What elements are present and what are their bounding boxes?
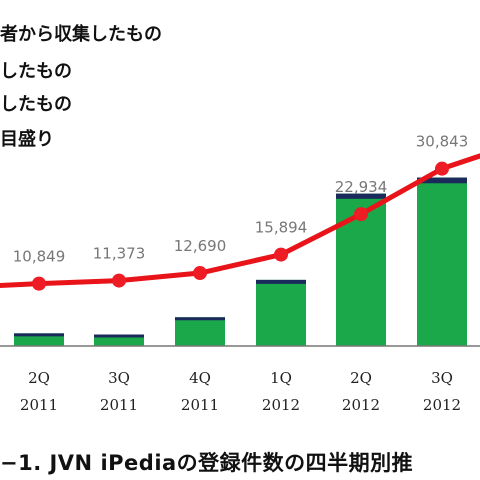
line-marker-2 [112,273,126,288]
data-label-5: 22,934 [335,178,388,196]
legend-item-3: したもの [0,94,72,115]
tick-label-quarter-1: 2Q [28,369,50,387]
bar-top-2 [94,334,144,338]
line-marker-1 [32,276,46,291]
tick-label-year-6: 2012 [423,396,461,414]
bar-1 [14,333,64,346]
legend: 者から収集したもの したもの したもの 目盛り [0,23,162,150]
tick-label-quarter-4: 1Q [270,369,292,387]
plot-area: 10,849 11,373 12,690 15,894 22,934 30,843 2Q 20… [0,133,480,414]
tick-label-year-2: 2011 [100,396,138,414]
data-label-3: 12,690 [174,237,227,255]
line-marker-4 [274,247,288,262]
bar-4 [256,279,306,346]
bar-top-5 [336,193,386,199]
bar-6 [417,177,467,346]
tick-label-year-3: 2011 [181,396,219,414]
line-marker-5 [354,207,368,222]
chart-caption: −1. JVN iPediaの登録件数の四半期別推 [0,451,413,475]
bar-top-6 [417,177,467,184]
tick-label-year-5: 2012 [342,396,380,414]
tick-label-year-1: 2011 [20,396,58,414]
data-label-2: 11,373 [93,245,146,263]
tick-label-quarter-2: 3Q [108,369,130,387]
tick-label-year-4: 2012 [262,396,300,414]
bar-3 [175,317,225,346]
bar-top-3 [175,317,225,321]
line-marker-3 [193,266,207,281]
legend-item-2: したもの [0,61,72,82]
data-label-1: 10,849 [13,248,66,266]
legend-item-4: 目盛り [0,128,54,150]
bar-top-4 [256,279,306,284]
bar-2 [94,334,144,346]
bar-top-1 [14,333,64,337]
tick-label-quarter-5: 2Q [350,369,372,387]
data-label-6: 30,843 [416,133,469,151]
line-marker-6 [435,161,449,176]
line-series [0,153,480,288]
tick-label-quarter-6: 3Q [431,369,453,387]
data-label-4: 15,894 [255,219,308,237]
legend-item-1: 者から収集したもの [0,23,162,45]
tick-label-quarter-3: 4Q [189,369,211,387]
